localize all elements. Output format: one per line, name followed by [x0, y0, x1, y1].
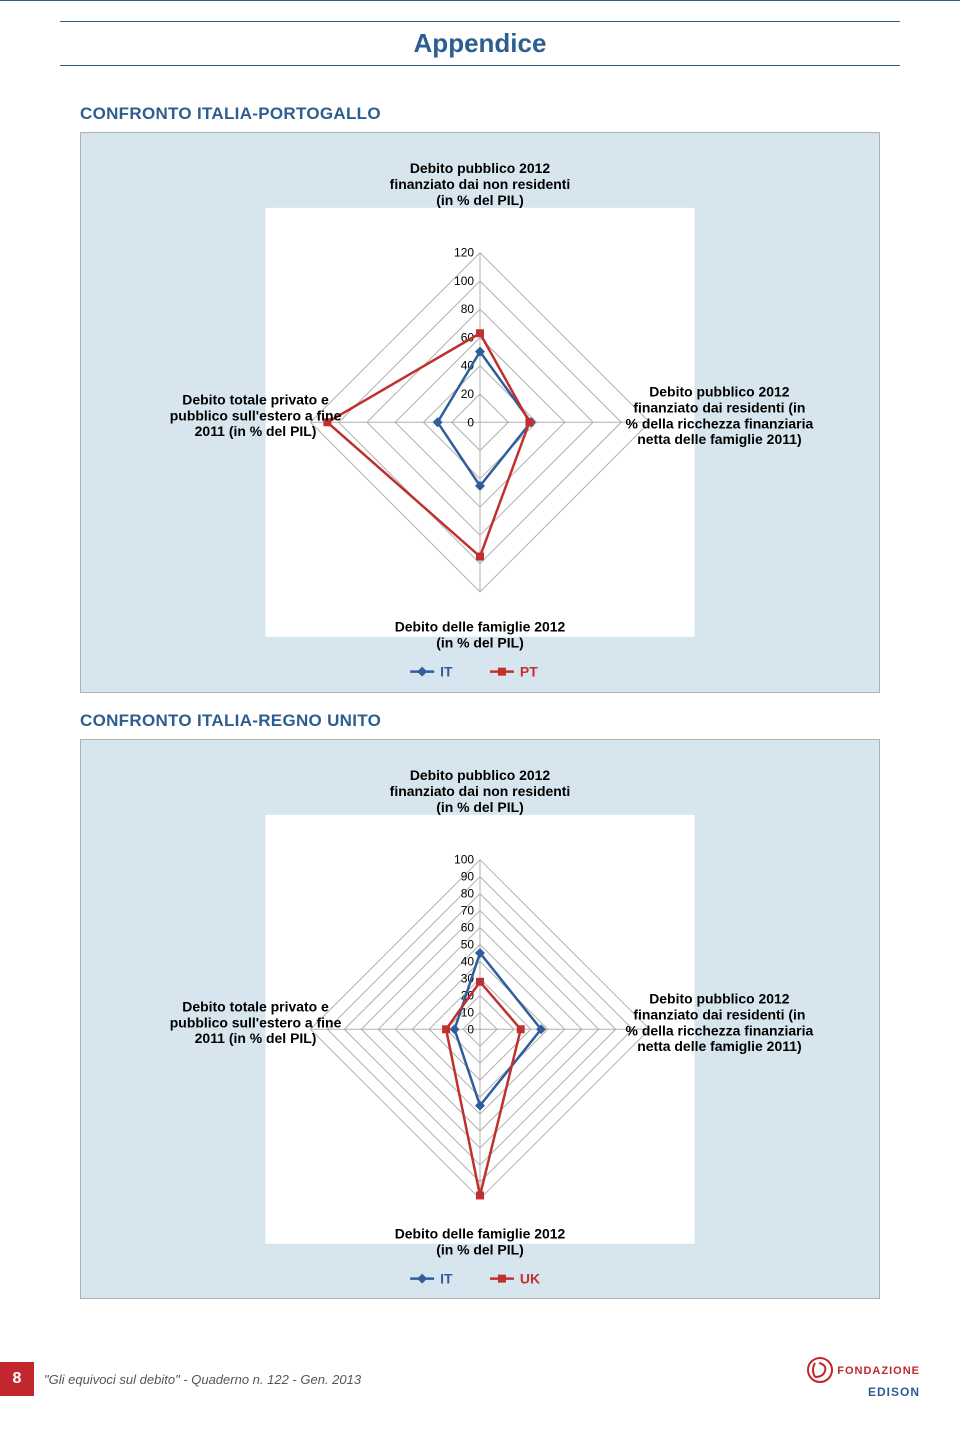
page-header: Appendice: [0, 0, 960, 76]
svg-text:0: 0: [467, 1022, 474, 1036]
svg-text:20: 20: [461, 387, 475, 401]
svg-text:80: 80: [461, 302, 475, 316]
chart2-title: CONFRONTO ITALIA-REGNO UNITO: [80, 711, 880, 731]
svg-text:Debito pubblico 2012finanziato: Debito pubblico 2012finanziato dai non r…: [390, 160, 571, 208]
svg-text:IT: IT: [440, 1270, 453, 1286]
logo-sub: EDISON: [868, 1385, 920, 1399]
svg-text:100: 100: [454, 852, 474, 866]
svg-text:40: 40: [461, 954, 475, 968]
svg-text:UK: UK: [520, 1270, 540, 1286]
svg-text:Debito delle famiglie 2012(in: Debito delle famiglie 2012(in % del PIL): [395, 619, 566, 651]
content: CONFRONTO ITALIA-PORTOGALLO 0 20 40 60 80 100…: [0, 76, 960, 1339]
svg-text:60: 60: [461, 920, 475, 934]
chart1-title: CONFRONTO ITALIA-PORTOGALLO: [80, 104, 880, 124]
footer-text: "Gli equivoci sul debito" - Quaderno n. …: [44, 1372, 807, 1387]
chart1: 020406080100120Debito pubblico 2012finan…: [80, 132, 880, 693]
footer: 8 "Gli equivoci sul debito" - Quaderno n…: [0, 1339, 960, 1419]
svg-text:0: 0: [467, 415, 474, 429]
svg-text:120: 120: [454, 246, 474, 260]
svg-text:90: 90: [461, 869, 475, 883]
svg-text:Debito totale privato epubblic: Debito totale privato epubblico sull'est…: [170, 998, 342, 1046]
page-number: 8: [0, 1362, 34, 1396]
svg-text:50: 50: [461, 937, 475, 951]
logo-brand: FONDAZIONE: [837, 1365, 920, 1377]
svg-text:70: 70: [461, 903, 475, 917]
page-title: Appendice: [60, 21, 900, 66]
svg-text:Debito pubblico 2012finanziato: Debito pubblico 2012finanziato dai resid…: [626, 383, 814, 447]
svg-text:Debito totale privato epubblic: Debito totale privato epubblico sull'est…: [170, 391, 342, 439]
logo: FONDAZIONE EDISON: [807, 1357, 920, 1401]
svg-text:Debito delle famiglie 2012(in: Debito delle famiglie 2012(in % del PIL): [395, 1225, 566, 1257]
chart2: 0102030405060708090100Debito pubblico 20…: [80, 739, 880, 1300]
svg-text:Debito pubblico 2012finanziato: Debito pubblico 2012finanziato dai resid…: [626, 990, 814, 1054]
svg-text:IT: IT: [440, 664, 453, 680]
svg-text:80: 80: [461, 886, 475, 900]
svg-text:PT: PT: [520, 664, 538, 680]
svg-text:100: 100: [454, 274, 474, 288]
svg-text:Debito pubblico 2012finanziato: Debito pubblico 2012finanziato dai non r…: [390, 766, 571, 814]
